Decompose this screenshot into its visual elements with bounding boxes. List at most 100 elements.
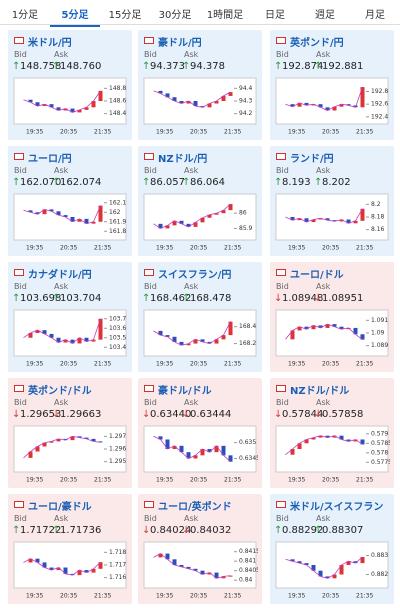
- rate-tile[interactable]: ユーロ/ドル Bid Ask ↓ 1.08948 ↓ 1.08951 1.091 1.09 1.0…: [270, 262, 394, 372]
- candle: [42, 104, 47, 107]
- time-label: 21:35: [356, 593, 373, 600]
- time-label: 21:35: [224, 129, 241, 136]
- candle: [200, 106, 205, 108]
- candle: [214, 339, 219, 344]
- rate-tile[interactable]: スイスフラン/円 Bid Ask ↑ 168.462 ↑ 168.478 168.4 168.2…: [138, 262, 262, 372]
- time-label: 20:35: [60, 361, 77, 368]
- candle: [318, 435, 323, 438]
- y-tick-label: 162.1: [109, 199, 126, 206]
- tab[interactable]: 15分足: [108, 10, 142, 21]
- y-tick-label: 0.5785: [371, 440, 390, 447]
- bid-value: 0.63440: [150, 409, 192, 420]
- rate-tile[interactable]: ユーロ/豪ドル Bid Ask ↑ 1.71722 ↑ 1.71736 1.718 1.717 1…: [8, 494, 132, 604]
- price-line: [23, 205, 101, 225]
- tab[interactable]: 1時間足: [206, 10, 244, 21]
- time-label: 21:35: [356, 129, 373, 136]
- tab[interactable]: 日足: [265, 10, 285, 21]
- tab[interactable]: 5分足: [50, 6, 100, 27]
- time-label: 21:35: [94, 593, 111, 600]
- price-line: [23, 558, 101, 576]
- arrow: ↓: [12, 409, 21, 420]
- price-line: [153, 90, 231, 108]
- arrow: ↑: [314, 61, 323, 72]
- candle: [207, 341, 212, 344]
- tab[interactable]: 月足: [365, 10, 385, 21]
- tab[interactable]: 週足: [315, 10, 335, 21]
- flag: [14, 501, 24, 508]
- arrow: ↑: [182, 293, 191, 304]
- candle: [77, 570, 82, 576]
- rate-tile[interactable]: 米ドル/スイスフラン Bid Ask ↑ 0.88292 ↑ 0.88307 0.883 0.8…: [270, 494, 394, 604]
- chart-bg: [13, 193, 127, 241]
- candle: [193, 455, 198, 459]
- candle: [28, 558, 33, 563]
- rate-tile[interactable]: 豪ドル/円 Bid Ask ↑ 94.373 ↑ 94.378 94.4 94.3 94.2 19:…: [138, 30, 262, 140]
- time-label: 21:35: [224, 361, 241, 368]
- bid-label: Bid: [144, 166, 157, 175]
- candle: [70, 339, 75, 344]
- candle: [214, 101, 219, 104]
- bid-value: 0.84024: [150, 525, 192, 536]
- y-tick-label: 162: [109, 209, 121, 216]
- rate-tile[interactable]: カナダドル/円 Bid Ask ↑ 103.698 ↑ 103.704 103.7 103.6 1…: [8, 262, 132, 372]
- candle: [360, 439, 365, 445]
- candle: [70, 573, 75, 576]
- time-label: 20:35: [190, 245, 207, 252]
- candle: [63, 339, 68, 343]
- candle: [35, 558, 40, 563]
- candle: [28, 99, 33, 103]
- time-label: 21:35: [356, 477, 373, 484]
- candle: [172, 559, 177, 565]
- time-label: 20:35: [322, 593, 339, 600]
- candle: [339, 219, 344, 222]
- candle: [214, 213, 219, 215]
- tab[interactable]: 1分足: [11, 10, 39, 21]
- rate-tile[interactable]: 英ポンド/円 Bid Ask ↑ 192.874 ↑ 192.881 192.8 192.6 19…: [270, 30, 394, 140]
- rate-tile[interactable]: 英ポンド/ドル Bid Ask ↓ 1.29653 ↓ 1.29663 1.297 1.296 1…: [8, 378, 132, 488]
- time-label: 20:35: [322, 361, 339, 368]
- candle: [172, 220, 177, 226]
- candle: [353, 561, 358, 564]
- candle: [158, 436, 163, 440]
- arrow: ↑: [12, 525, 21, 536]
- candle: [179, 445, 184, 453]
- candle: [70, 108, 75, 113]
- rate-tile[interactable]: ユーロ/英ポンド Bid Ask ↓ 0.84024 ↓ 0.84032 0.8415 0.84…: [138, 494, 262, 604]
- candle: [84, 437, 89, 439]
- candle: [353, 327, 358, 335]
- candle: [179, 101, 184, 104]
- rate-tile[interactable]: ランド/円 Bid Ask ↑ 8.193 ↑ 8.202 8.2 8.18 8.16 19:35 2…: [270, 146, 394, 256]
- candle: [56, 211, 61, 216]
- time-label: 19:35: [26, 361, 43, 368]
- chart-bg: [13, 541, 127, 589]
- rate-tile[interactable]: NZドル/円 Bid Ask ↑ 86.057 ↑ 86.064 86 85.9 19:35 20:…: [138, 146, 262, 256]
- time-label: 19:35: [156, 129, 173, 136]
- candle: [228, 204, 233, 211]
- time-label: 19:35: [156, 477, 173, 484]
- time-label: 20:35: [60, 129, 77, 136]
- time-label: 20:35: [190, 593, 207, 600]
- ask-label: Ask: [316, 514, 331, 523]
- tab[interactable]: 30分足: [158, 10, 192, 21]
- rate-tile[interactable]: 豪ドル/ドル Bid Ask ↓ 0.63440 ↓ 0.63444 0.635 0.6345 1…: [138, 378, 262, 488]
- candle: [63, 215, 68, 217]
- candle: [325, 218, 330, 221]
- pair-name: ユーロ/英ポンド: [158, 502, 232, 513]
- time-label: 19:35: [288, 129, 305, 136]
- bid-value: 103.698: [20, 293, 62, 304]
- candle: [332, 324, 337, 327]
- ask-label: Ask: [184, 398, 199, 407]
- candle: [221, 576, 226, 579]
- candle: [290, 559, 295, 562]
- candle: [165, 225, 170, 229]
- price-line: [153, 435, 231, 462]
- y-tick-label: 0.578: [371, 449, 388, 456]
- mini-chart: 103.7 103.6 103.5 103.4 19:35 20:35 21:35: [13, 309, 127, 368]
- ask-value: 0.84032: [190, 525, 232, 536]
- rate-tile[interactable]: NZドル/ドル Bid Ask ↓ 0.57844 ↓ 0.57858 0.579 0.5785…: [270, 378, 394, 488]
- candle: [98, 90, 103, 101]
- rate-tile[interactable]: ユーロ/円 Bid Ask ↑ 162.070 ↑ 162.074 162.1 162 161.9…: [8, 146, 132, 256]
- chart-bg: [275, 541, 389, 589]
- candle: [77, 109, 82, 113]
- rate-tile[interactable]: 米ドル/円 Bid Ask ↑ 148.758 ↑ 148.760 148.8 148.6 148…: [8, 30, 132, 140]
